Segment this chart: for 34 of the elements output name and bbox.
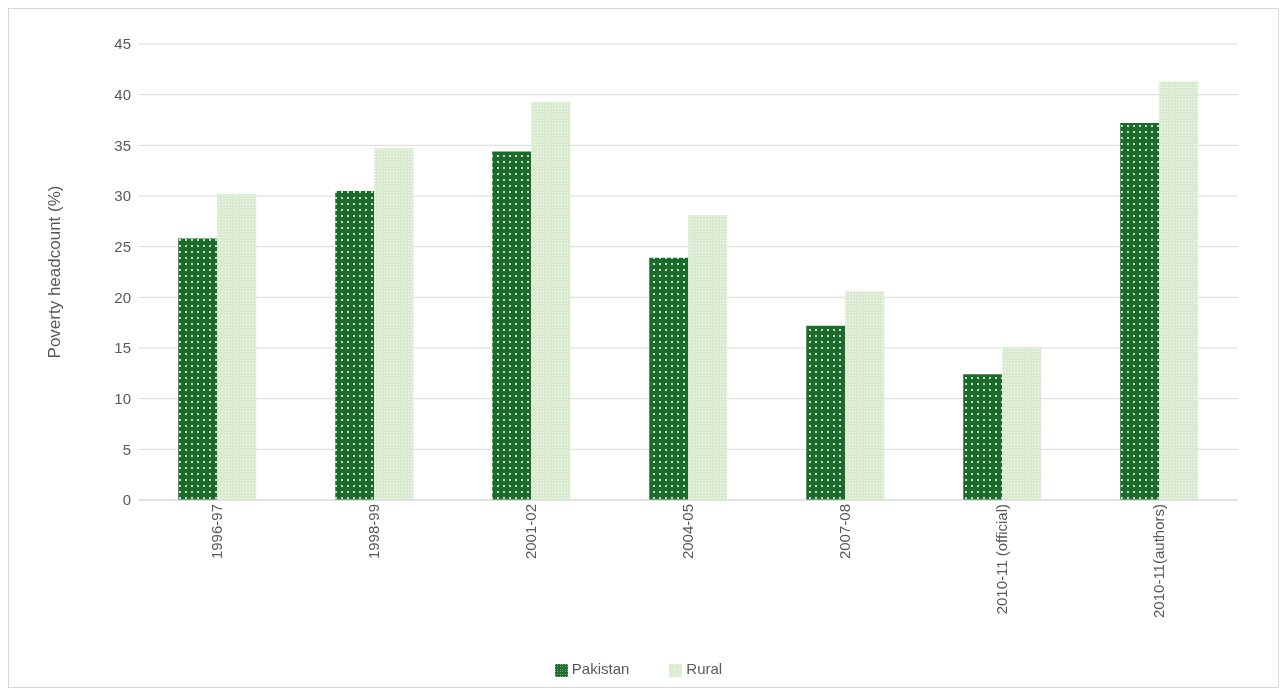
x-tick-label: 1996-97 [208, 504, 226, 560]
x-tick-label: 2010-11 (official) [993, 504, 1011, 615]
y-tick-label: 20 [114, 288, 131, 306]
bar [335, 190, 375, 500]
x-tick-label: 2001-02 [522, 504, 540, 560]
bar [492, 151, 532, 500]
x-tick-label: 2004-05 [679, 504, 697, 560]
y-tick-label: 40 [114, 85, 131, 103]
bar [1120, 123, 1160, 500]
y-tick-label: 30 [114, 187, 131, 205]
bar [649, 257, 689, 500]
legend-label: Rural [686, 660, 723, 677]
y-axis-title: Poverty headcount (%) [45, 185, 65, 359]
legend-label: Pakistan [571, 660, 630, 677]
bar [1159, 81, 1199, 500]
x-tick-label: 1998-99 [365, 504, 383, 560]
bar [531, 101, 571, 500]
bar [374, 148, 414, 500]
bar [806, 325, 846, 500]
bar [845, 291, 885, 500]
y-tick-label: 45 [114, 35, 131, 53]
bar [688, 215, 728, 500]
y-tick-label: 5 [122, 440, 131, 458]
y-tick-label: 35 [114, 136, 131, 154]
x-tick-label: 2010-11(authors) [1150, 504, 1168, 618]
bar [1002, 346, 1042, 500]
x-tick-label: 2007-08 [836, 504, 854, 560]
y-tick-label: 10 [114, 389, 131, 407]
y-tick-label: 15 [114, 339, 131, 357]
y-tick-label: 0 [122, 491, 131, 509]
y-tick-label: 25 [114, 237, 131, 255]
bar [217, 193, 257, 500]
bar [178, 238, 218, 500]
bar [963, 374, 1003, 500]
